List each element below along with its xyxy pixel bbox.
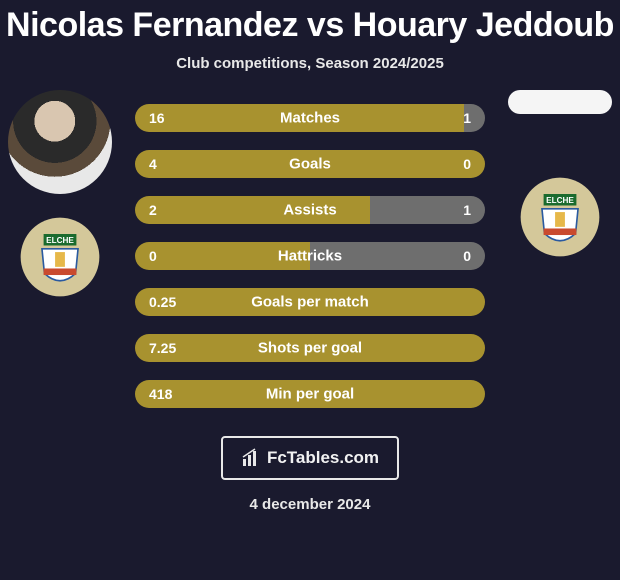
player-left-block: ELCHE	[8, 90, 112, 298]
stat-label: Assists	[135, 202, 485, 219]
stat-row: 418Min per goal	[135, 378, 485, 410]
footer-date: 4 december 2024	[250, 496, 371, 513]
club-badge-right: ELCHE	[519, 176, 601, 258]
stat-row: 161Matches	[135, 102, 485, 134]
comparison-title: Nicolas Fernandez vs Houary Jeddoub	[6, 6, 614, 45]
svg-text:ELCHE: ELCHE	[46, 236, 74, 245]
svg-text:ELCHE: ELCHE	[546, 196, 574, 205]
stat-label: Matches	[135, 110, 485, 127]
player-right-block: ELCHE	[508, 90, 612, 258]
comparison-middle: ELCHE ELCHE 161Matches 40Goals 21Assists 00…	[0, 102, 620, 410]
stat-bars: 161Matches 40Goals 21Assists 00Hattricks 0.2…	[135, 102, 485, 410]
brand-icon	[241, 448, 261, 468]
stat-label: Min per goal	[135, 386, 485, 403]
stat-row: 0.25Goals per match	[135, 286, 485, 318]
footer: FcTables.com 4 december 2024	[221, 436, 399, 513]
brand-text: FcTables.com	[267, 448, 379, 468]
stat-row: 21Assists	[135, 194, 485, 226]
club-badge-left: ELCHE	[19, 216, 101, 298]
stat-label: Goals per match	[135, 294, 485, 311]
brand-box[interactable]: FcTables.com	[221, 436, 399, 480]
stat-label: Shots per goal	[135, 340, 485, 357]
player-right-avatar	[508, 90, 612, 114]
comparison-subtitle: Club competitions, Season 2024/2025	[176, 55, 444, 72]
stat-label: Hattricks	[135, 248, 485, 265]
player-left-avatar	[8, 90, 112, 194]
stat-row: 40Goals	[135, 148, 485, 180]
stat-row: 7.25Shots per goal	[135, 332, 485, 364]
stat-row: 00Hattricks	[135, 240, 485, 272]
stat-label: Goals	[135, 156, 485, 173]
